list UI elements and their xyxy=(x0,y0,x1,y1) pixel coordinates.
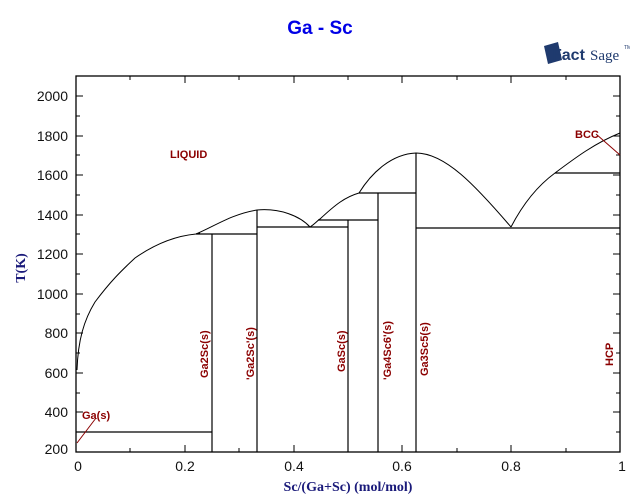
chart-title: Ga - Sc xyxy=(287,18,353,39)
phase-label-ga3sc5: Ga3Sc5(s) xyxy=(419,322,431,376)
y-tick-label: 1800 xyxy=(36,128,68,144)
phase-label-hcp: HCP xyxy=(604,342,616,366)
logo-text-bold: Fact xyxy=(552,47,586,64)
y-ticks xyxy=(76,95,620,433)
phase-label-bcc: BCC xyxy=(575,129,599,141)
phase-label-ga-s: Ga(s) xyxy=(82,410,111,422)
x-ticks xyxy=(129,76,567,452)
logo-text-light: Sage xyxy=(590,48,620,64)
leader-lines xyxy=(76,133,621,444)
y-tick-label: 1200 xyxy=(36,246,68,262)
phase-label-ga4sc6: 'Ga4Sc6'(s) xyxy=(382,320,394,380)
invariant-lines xyxy=(76,172,620,433)
x-tick-label: 0.4 xyxy=(284,458,304,474)
x-tick-label: 1 xyxy=(618,458,626,474)
x-axis-label: Sc/(Ga+Sc) (mol/mol) xyxy=(283,480,413,495)
phase-label-gasc: GaSc(s) xyxy=(336,330,348,372)
y-tick-label: 400 xyxy=(44,404,68,420)
phase-label-ga2sc: Ga2Sc(s) xyxy=(199,330,211,378)
x-tick-label: 0 xyxy=(74,458,82,474)
y-tick-label: 1400 xyxy=(36,207,68,223)
y-axis-label: T(K) xyxy=(14,253,29,283)
x-tick-label: 0.6 xyxy=(392,458,412,474)
y-tick-label: 600 xyxy=(44,365,68,381)
y-tick-label: 2000 xyxy=(36,88,68,104)
y-tick-label: 1600 xyxy=(36,167,68,183)
liquidus-curves xyxy=(76,132,621,371)
y-tick-label: 1000 xyxy=(36,286,68,302)
phase-label-ga2sc-prime: 'Ga2Sc'(s) xyxy=(245,327,257,380)
y-tick-label: 800 xyxy=(44,325,68,341)
y-tick-label: 200 xyxy=(44,441,68,457)
x-tick-label: 0.2 xyxy=(175,458,195,474)
x-tick-label: 0.8 xyxy=(501,458,521,474)
phase-label-liquid: LIQUID xyxy=(170,149,208,161)
logo-tm: TM xyxy=(624,45,630,51)
factsage-logo: Fact Sage TM xyxy=(544,42,630,64)
compound-lines xyxy=(211,153,417,452)
